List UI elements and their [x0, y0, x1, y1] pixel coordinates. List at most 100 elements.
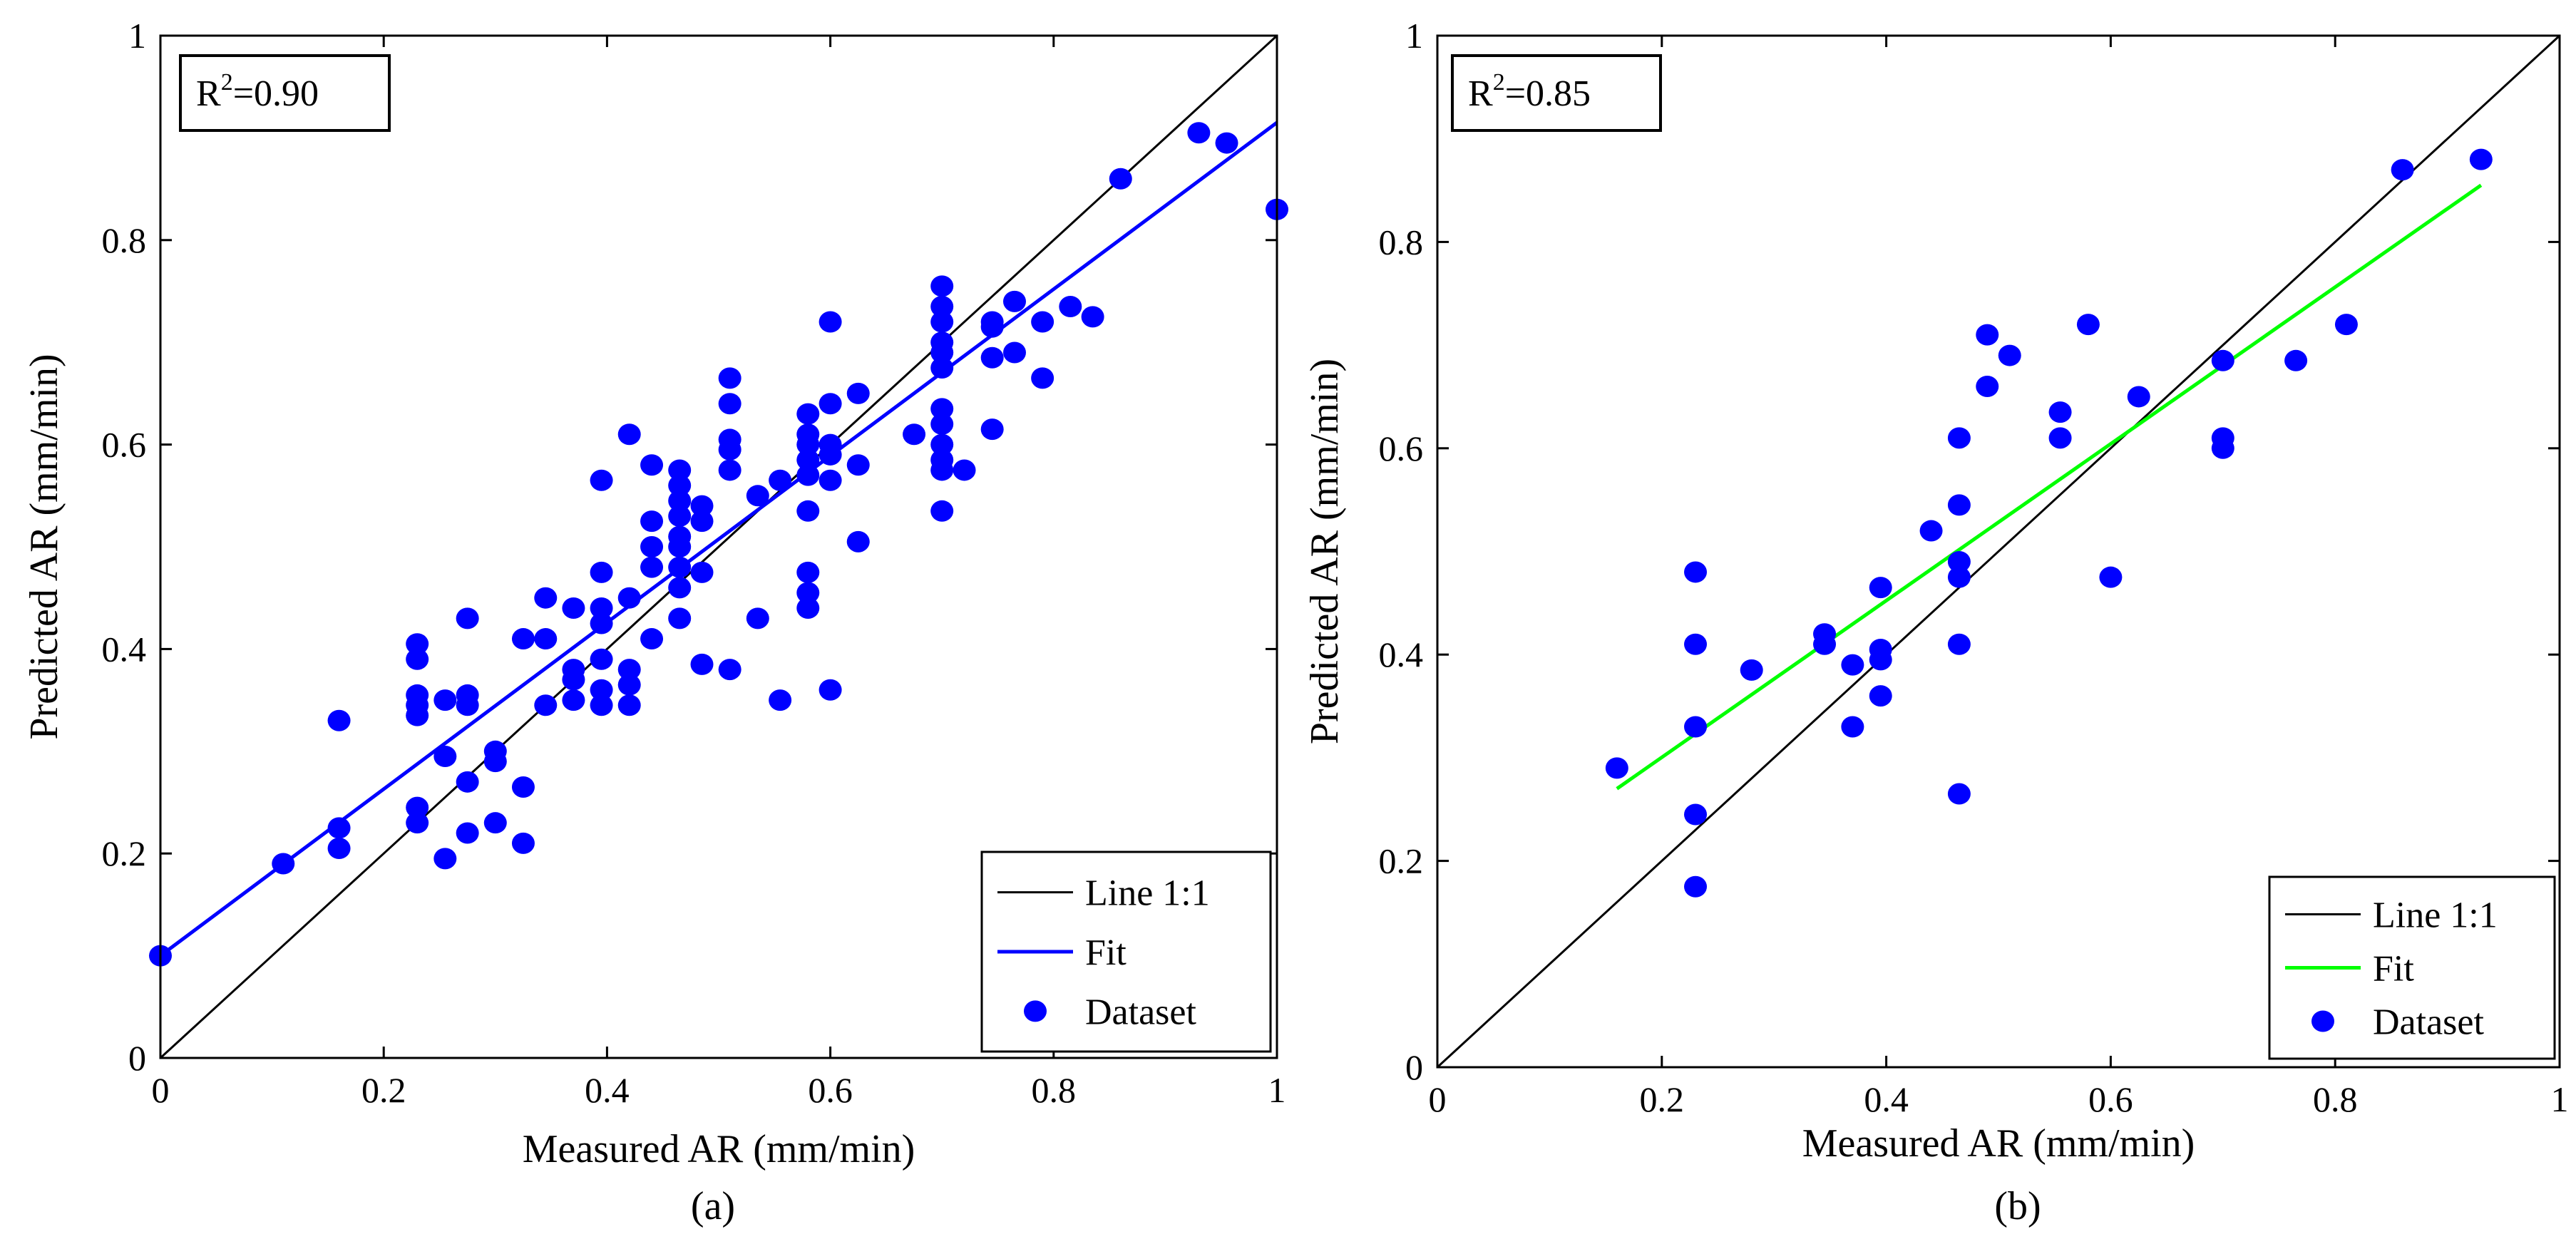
data-point: [617, 423, 641, 446]
x-tick-label: 0.8: [1032, 1070, 1077, 1110]
legend: Line 1:1 Fit Dataset: [2268, 875, 2556, 1060]
data-point: [456, 771, 479, 793]
panel-caption: (a): [691, 1184, 735, 1228]
y-tick-label: 0.6: [1379, 428, 1424, 468]
data-point: [668, 536, 692, 557]
data-point: [406, 704, 429, 726]
data-point: [640, 556, 664, 578]
legend-entry-label: Fit: [1085, 932, 1127, 973]
data-point: [562, 669, 585, 691]
data-point: [718, 393, 742, 415]
data-point: [746, 485, 769, 507]
legend-entry-label: Fit: [2373, 949, 2414, 990]
data-point: [819, 311, 842, 333]
r2-label: R2=0.90: [196, 69, 319, 114]
data-point: [640, 628, 664, 650]
data-point: [668, 607, 692, 629]
data-point: [534, 587, 558, 609]
data-point: [327, 817, 351, 839]
data-point: [1684, 561, 1708, 583]
r2-symbol: R: [1468, 73, 1493, 114]
data-point: [846, 454, 870, 476]
data-point: [590, 648, 613, 670]
y-tick-label: 0.2: [102, 833, 147, 873]
data-point: [819, 393, 842, 415]
x-tick-label: 0.2: [1640, 1079, 1685, 1119]
data-point: [953, 459, 976, 481]
data-point: [2334, 314, 2358, 336]
r2-box: [1451, 54, 1662, 132]
data-point: [1947, 566, 1971, 588]
x-tick-label: 0.4: [1864, 1079, 1909, 1119]
data-point: [1947, 494, 1971, 516]
data-point: [483, 812, 507, 834]
data-point: [433, 745, 457, 767]
data-point: [511, 628, 535, 650]
line-1-1: [1436, 34, 2561, 1069]
data-point: [617, 659, 641, 681]
data-point: [2211, 349, 2234, 371]
data-point: [511, 832, 535, 854]
data-point: [2469, 148, 2493, 170]
data-point: [1841, 716, 1864, 738]
data-point: [534, 694, 558, 716]
x-tick-label: 0.8: [2313, 1079, 2358, 1119]
data-point: [769, 469, 792, 491]
data-point: [930, 341, 954, 364]
data-point: [690, 495, 714, 517]
data-point: [746, 607, 769, 629]
data-point: [2284, 349, 2308, 371]
x-tick-label: 0.4: [585, 1070, 630, 1110]
data-point: [846, 530, 870, 552]
data-point: [930, 413, 954, 435]
data-point: [617, 587, 641, 609]
data-point: [2211, 437, 2234, 459]
line-1-1: [159, 34, 1278, 1059]
dataset-points: [149, 122, 1288, 967]
x-tick-label: 0.6: [2088, 1079, 2133, 1119]
legend-entry-label: Line 1:1: [1085, 873, 1210, 914]
legend-dataset-swatch: [1024, 1000, 1047, 1022]
y-axis-label: Predicted AR (mm/min): [1303, 359, 1347, 744]
data-point: [930, 357, 954, 379]
data-point: [590, 694, 613, 716]
r2-superscript: 2: [1493, 69, 1505, 96]
data-point: [1002, 341, 1026, 364]
data-point: [406, 633, 429, 655]
data-point: [406, 796, 429, 818]
x-tick-label: 0: [1429, 1079, 1447, 1119]
legend: Line 1:1 Fit Dataset: [980, 850, 1272, 1053]
data-point: [456, 607, 479, 629]
data-point: [640, 536, 664, 557]
x-tick-label: 0.2: [361, 1070, 406, 1110]
r2-value: =0.90: [233, 73, 319, 114]
data-point: [1947, 427, 1971, 449]
data-point: [1813, 633, 1837, 655]
data-point: [668, 505, 692, 527]
r2-value: =0.85: [1505, 73, 1591, 114]
x-tick-label: 0: [152, 1070, 170, 1110]
data-point: [668, 474, 692, 496]
data-point: [1947, 633, 1971, 655]
data-point: [930, 433, 954, 456]
data-point: [690, 561, 714, 583]
axis-frame: [159, 34, 1278, 1059]
data-point: [590, 561, 613, 583]
data-point: [819, 443, 842, 466]
data-point: [930, 459, 954, 481]
y-tick-label: 0: [1405, 1047, 1423, 1087]
data-point: [1869, 649, 1892, 671]
y-tick-label: 0.4: [102, 629, 147, 669]
data-point: [1947, 550, 1971, 572]
data-point: [272, 853, 295, 875]
data-point: [1976, 324, 1999, 346]
y-tick-label: 0: [128, 1038, 146, 1078]
data-point: [903, 423, 926, 446]
data-point: [562, 689, 585, 711]
y-tick-label: 0.8: [1379, 222, 1424, 262]
data-point: [1947, 783, 1971, 805]
x-axis-label: Measured AR (mm/min): [523, 1127, 915, 1171]
data-point: [1002, 290, 1026, 312]
data-point: [1109, 168, 1132, 190]
y-tick-label: 0.2: [1379, 841, 1424, 881]
